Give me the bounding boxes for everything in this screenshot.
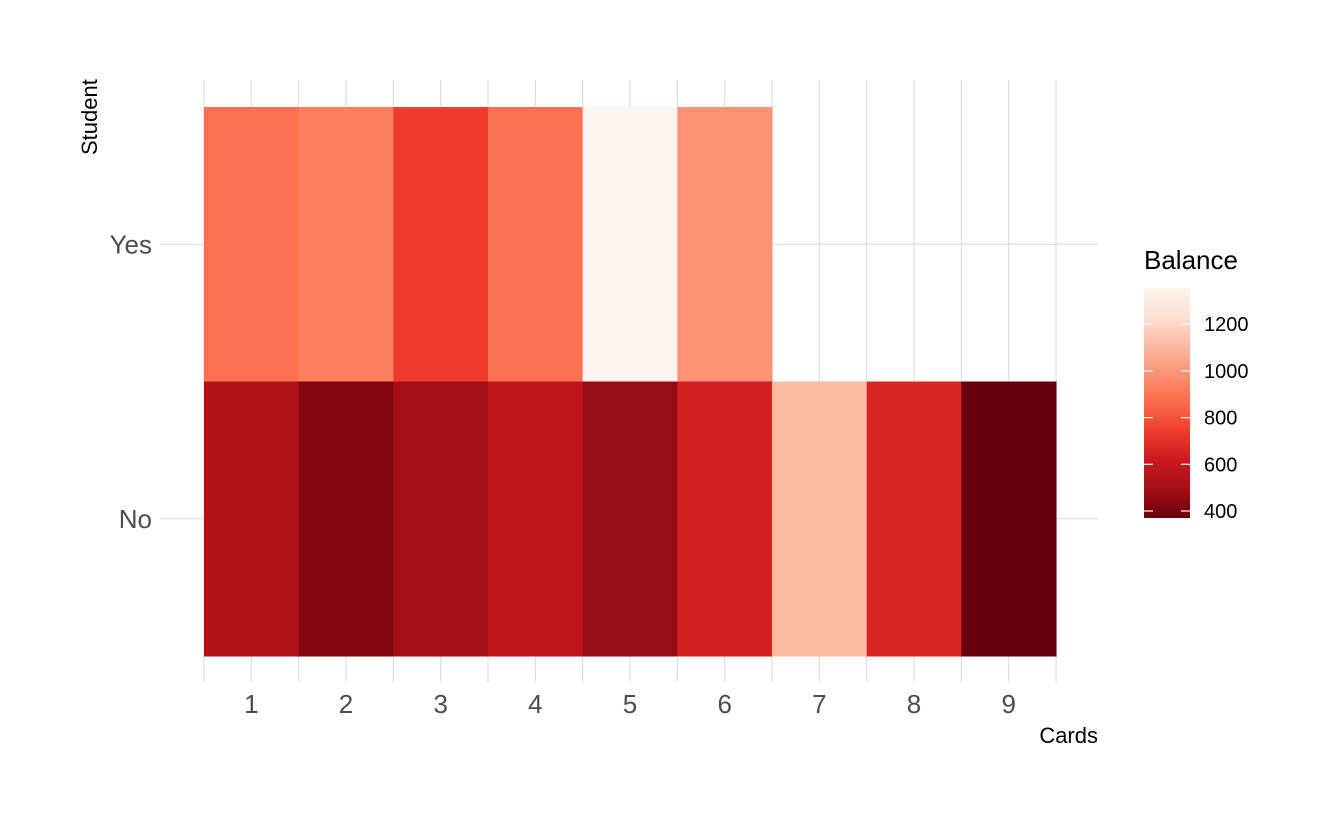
legend-title: Balance: [1144, 245, 1238, 275]
x-tick-label: 9: [1001, 689, 1015, 719]
x-axis-title: Cards: [1039, 723, 1098, 748]
x-tick-label: 2: [339, 689, 353, 719]
y-tick-labels: No Yes: [110, 229, 152, 534]
x-tick-label: 1: [244, 689, 258, 719]
legend: Balance 400 600 800 1000 1200: [1144, 245, 1249, 523]
legend-tick-label: 1000: [1204, 361, 1249, 383]
heatmap-cell: [677, 107, 773, 382]
heatmap-cell: [488, 381, 584, 657]
heatmap-cell: [298, 107, 394, 382]
heatmap-cell: [961, 381, 1057, 657]
heatmap-cell: [866, 381, 962, 657]
legend-ticks: 400 600 800 1000 1200: [1144, 314, 1249, 523]
legend-colorbar: [1144, 288, 1190, 518]
y-axis-title: Student: [77, 79, 102, 155]
legend-tick-label: 600: [1204, 454, 1237, 476]
x-tick-label: 5: [623, 689, 637, 719]
heatmap-cell: [582, 107, 678, 382]
legend-tick-label: 1200: [1204, 314, 1249, 336]
legend-tick-label: 800: [1204, 408, 1237, 430]
heatmap-cell: [204, 381, 300, 657]
x-tick-label: 6: [717, 689, 731, 719]
x-tick-labels: 1 2 3 4 5 6 7 8 9: [244, 689, 1016, 719]
x-tick-label: 3: [433, 689, 447, 719]
legend-tick-label: 400: [1204, 501, 1237, 523]
heatmap-cell: [204, 107, 300, 382]
x-tick-label: 4: [528, 689, 542, 719]
x-tick-label: 8: [907, 689, 921, 719]
x-tick-label: 7: [812, 689, 826, 719]
y-tick-label: Yes: [110, 229, 152, 259]
heatmap-cell: [677, 381, 773, 657]
heatmap-cell: [393, 107, 489, 382]
heatmap-cells: [204, 107, 1057, 657]
y-tick-label: No: [119, 504, 152, 534]
heatmap-cell: [298, 381, 394, 657]
heatmap-cell: [772, 381, 868, 657]
heatmap-cell: [488, 107, 584, 382]
heatmap-cell: [582, 381, 678, 657]
heatmap-cell: [393, 381, 489, 657]
